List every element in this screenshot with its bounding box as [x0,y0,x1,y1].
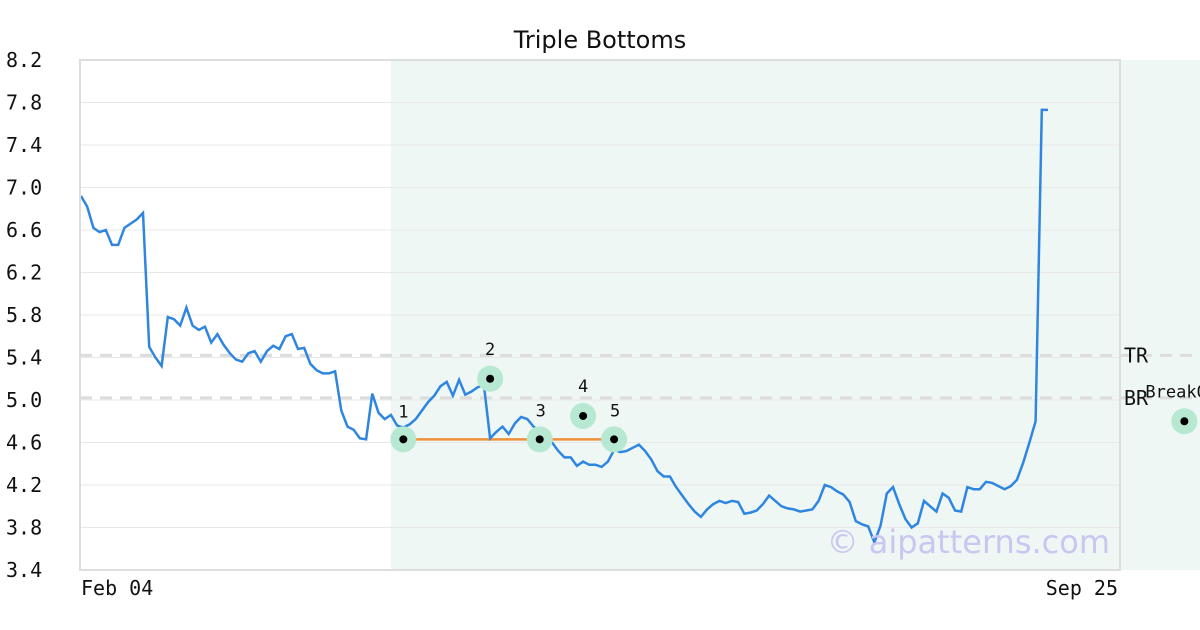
marker-label: BreakOut [1145,382,1200,402]
y-tick-label: 3.8 [6,516,42,540]
y-tick-label: 3.4 [6,558,42,582]
x-tick-label: Feb 04 [81,576,153,600]
chart-title: Triple Bottoms [513,26,687,54]
marker-label: 3 [536,401,546,421]
y-tick-label: 5.0 [6,388,42,412]
reference-lines: TR BR [80,343,1200,410]
marker-dot [486,374,495,383]
y-tick-label: 8.2 [6,48,42,72]
marker-label: 5 [610,401,620,421]
y-tick-label: 5.4 [6,346,42,370]
y-tick-label: 4.2 [6,473,42,497]
marker-dot [535,435,544,444]
y-tick-label: 7.0 [6,176,42,200]
plot-frame [79,59,1121,571]
y-tick-label: 6.6 [6,218,42,242]
marker-label: 4 [578,377,588,397]
x-axis: Feb 04 Sep 25 [81,576,1118,600]
marker-dot [579,411,588,420]
marker-label: 2 [485,340,495,360]
marker-dot [1180,417,1189,426]
pattern-markers: 1 2 3 4 5 BreakOut [390,340,1200,453]
marker-label: 1 [398,402,408,422]
y-tick-label: 5.8 [6,303,42,327]
price-line [79,108,1048,546]
reference-label-br: BR [1124,386,1149,410]
watermark: © aipatterns.com [827,523,1110,561]
reference-label-tr: TR [1124,343,1149,367]
y-tick-label: 7.4 [6,133,42,157]
marker-dot [610,435,619,444]
marker-dot [399,435,408,444]
y-tick-label: 6.2 [6,261,42,285]
y-axis: 3.4 3.8 4.2 4.6 5.0 5.4 5.8 6.2 6.6 7.0 7.4 7.8 8.2 [6,48,42,582]
y-tick-label: 7.8 [6,91,42,115]
x-tick-label: Sep 25 [1046,576,1118,600]
y-tick-label: 4.6 [6,431,42,455]
